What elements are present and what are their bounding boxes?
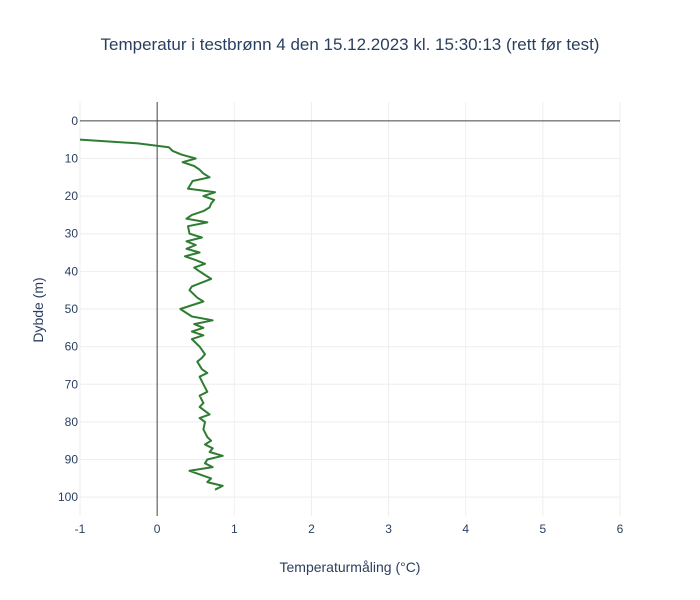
series-layer bbox=[79, 138, 224, 491]
y-tick-label: 60 bbox=[65, 340, 79, 354]
y-tick-label: 70 bbox=[65, 377, 79, 391]
x-tick-label: 6 bbox=[617, 522, 624, 536]
y-tick-label: 30 bbox=[65, 227, 79, 241]
y-tick-label: 40 bbox=[65, 264, 79, 278]
x-tick-label: 1 bbox=[231, 522, 238, 536]
y-tick-label: 0 bbox=[71, 114, 78, 128]
y-tick-label: 100 bbox=[58, 490, 78, 504]
grid bbox=[79, 102, 621, 516]
x-tick-label: 3 bbox=[385, 522, 392, 536]
y-tick-label: 50 bbox=[65, 302, 79, 316]
y-tick-label: 20 bbox=[65, 189, 79, 203]
chart-title: Temperatur i testbrønn 4 den 15.12.2023 … bbox=[101, 35, 600, 54]
x-tick-labels: -1 0 1 2 3 4 5 6 bbox=[75, 522, 624, 536]
x-tick-label: 5 bbox=[540, 522, 547, 536]
temperature-series-line bbox=[79, 138, 224, 491]
x-tick-label: 0 bbox=[154, 522, 161, 536]
x-tick-label: 4 bbox=[462, 522, 469, 536]
y-tick-label: 80 bbox=[65, 415, 79, 429]
y-axis-title: Dybde (m) bbox=[30, 277, 46, 342]
x-axis-title: Temperaturmåling (°C) bbox=[280, 559, 421, 575]
zero-lines bbox=[80, 102, 620, 516]
x-tick-label: 2 bbox=[308, 522, 315, 536]
y-tick-label: 10 bbox=[65, 151, 79, 165]
y-tick-labels: 0 10 20 30 40 50 60 70 80 90 100 bbox=[58, 114, 78, 504]
x-tick-label: -1 bbox=[75, 522, 86, 536]
y-tick-label: 90 bbox=[65, 453, 79, 467]
